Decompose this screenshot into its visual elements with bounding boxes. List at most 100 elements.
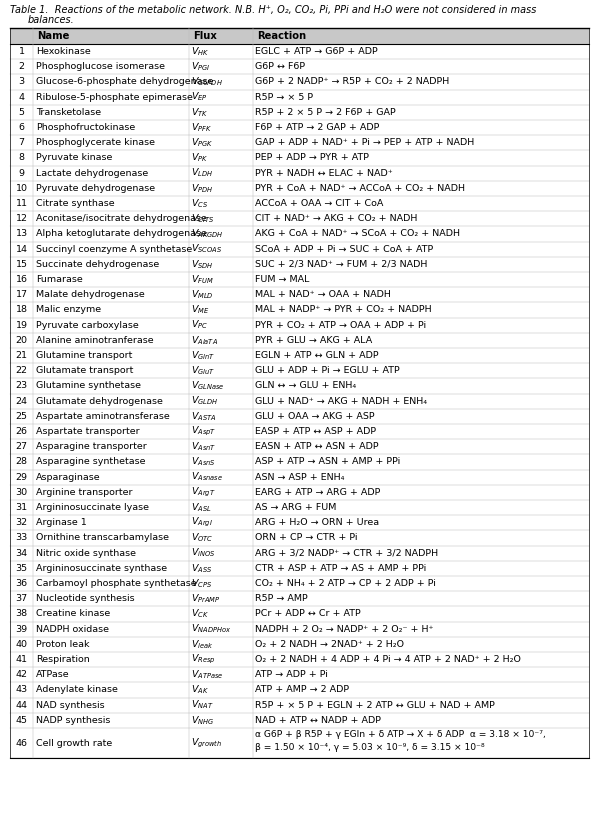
Text: Respiration: Respiration [36, 655, 90, 664]
Text: Arginine transporter: Arginine transporter [36, 488, 132, 497]
Text: 25: 25 [15, 412, 27, 421]
Text: $V_{G6PDH}$: $V_{G6PDH}$ [191, 76, 223, 88]
Text: 37: 37 [15, 594, 28, 603]
Text: Ornithine transcarbamylase: Ornithine transcarbamylase [36, 534, 169, 543]
Text: 44: 44 [15, 701, 27, 710]
Text: O₂ + 2 NADH + 4 ADP + 4 Pi → 4 ATP + 2 NAD⁺ + 2 H₂O: O₂ + 2 NADH + 4 ADP + 4 Pi → 4 ATP + 2 N… [255, 655, 521, 664]
Text: $V_{PC}$: $V_{PC}$ [191, 319, 208, 331]
Text: $V_{AspT}$: $V_{AspT}$ [191, 425, 217, 438]
Text: Lactate dehydrogenase: Lactate dehydrogenase [36, 169, 148, 178]
Text: Carbamoyl phosphate synthetase: Carbamoyl phosphate synthetase [36, 579, 197, 588]
Text: $V_{AsnT}$: $V_{AsnT}$ [191, 441, 217, 453]
Text: $V_{NADPHox}$: $V_{NADPHox}$ [191, 623, 232, 636]
Text: 32: 32 [15, 518, 28, 527]
Text: 1: 1 [18, 47, 24, 56]
Text: ATP → ADP + Pi: ATP → ADP + Pi [255, 670, 328, 679]
Text: Proton leak: Proton leak [36, 640, 90, 649]
Text: $V_{PGK}$: $V_{PGK}$ [191, 136, 214, 149]
Text: Alanine aminotranferase: Alanine aminotranferase [36, 336, 154, 345]
Text: GAP + ADP + NAD⁺ + Pi → PEP + ATP + NADH: GAP + ADP + NAD⁺ + Pi → PEP + ATP + NADH [255, 138, 475, 147]
Text: Asparagine transporter: Asparagine transporter [36, 442, 147, 451]
Text: Cell growth rate: Cell growth rate [36, 738, 112, 747]
Text: PCr + ADP ↔ Cr + ATP: PCr + ADP ↔ Cr + ATP [255, 610, 361, 619]
Text: Aspartate aminotransferase: Aspartate aminotransferase [36, 412, 170, 421]
Text: 7: 7 [18, 138, 24, 147]
Text: 10: 10 [15, 184, 27, 193]
Text: $V_{FUM}$: $V_{FUM}$ [191, 273, 214, 286]
Text: 33: 33 [15, 534, 28, 543]
Text: GLU + NAD⁺ → AKG + NADH + ENH₄: GLU + NAD⁺ → AKG + NADH + ENH₄ [255, 397, 427, 406]
Text: 2: 2 [18, 62, 24, 71]
Text: O₂ + 2 NADH → 2NAD⁺ + 2 H₂O: O₂ + 2 NADH → 2NAD⁺ + 2 H₂O [255, 640, 404, 649]
Text: $V_{GLDH}$: $V_{GLDH}$ [191, 395, 219, 407]
Text: SCoA + ADP + Pi → SUC + CoA + ATP: SCoA + ADP + Pi → SUC + CoA + ATP [255, 245, 434, 254]
Text: Glutamine transport: Glutamine transport [36, 351, 132, 360]
Text: $V_{LDH}$: $V_{LDH}$ [191, 167, 214, 180]
Text: β = 1.50 × 10⁻⁴, γ = 5.03 × 10⁻⁹, δ = 3.15 × 10⁻⁸: β = 1.50 × 10⁻⁴, γ = 5.03 × 10⁻⁹, δ = 3.… [255, 743, 485, 752]
Text: R5P + × 5 P + EGLN + 2 ATP ↔ GLU + NAD + AMP: R5P + × 5 P + EGLN + 2 ATP ↔ GLU + NAD +… [255, 701, 495, 710]
Text: Citrate synthase: Citrate synthase [36, 199, 115, 208]
Text: 22: 22 [15, 366, 27, 375]
Text: α G6P + β R5P + γ EGln + δ ATP → X + δ ADP  α = 3.18 × 10⁻⁷,: α G6P + β R5P + γ EGln + δ ATP → X + δ A… [255, 730, 546, 739]
Text: 16: 16 [15, 275, 27, 284]
Text: $V_{ASTA}$: $V_{ASTA}$ [191, 410, 217, 423]
Text: G6P ↔ F6P: G6P ↔ F6P [255, 62, 305, 71]
Text: $V_{GlnT}$: $V_{GlnT}$ [191, 349, 216, 361]
Text: $V_{PK}$: $V_{PK}$ [191, 152, 208, 164]
Text: GLU + OAA → AKG + ASP: GLU + OAA → AKG + ASP [255, 412, 375, 421]
Text: NADP synthesis: NADP synthesis [36, 716, 110, 725]
Text: Hexokinase: Hexokinase [36, 47, 91, 56]
Text: 30: 30 [15, 488, 28, 497]
Text: 18: 18 [15, 305, 27, 314]
Text: $V_{HK}$: $V_{HK}$ [191, 46, 210, 58]
Text: 9: 9 [18, 169, 24, 178]
Text: 4: 4 [18, 93, 24, 102]
Text: 39: 39 [15, 625, 28, 634]
Text: Adenylate kinase: Adenylate kinase [36, 685, 118, 694]
Text: $V_{CS}$: $V_{CS}$ [191, 197, 208, 210]
Text: R5P → × 5 P: R5P → × 5 P [255, 93, 313, 102]
Text: NADPH oxidase: NADPH oxidase [36, 625, 109, 634]
Text: Argininosuccinate synthase: Argininosuccinate synthase [36, 564, 168, 573]
Text: $V_{SCOAS}$: $V_{SCOAS}$ [191, 243, 223, 255]
Text: R5P + 2 × 5 P → 2 F6P + GAP: R5P + 2 × 5 P → 2 F6P + GAP [255, 108, 396, 117]
Text: Flux: Flux [194, 31, 217, 41]
Text: 35: 35 [15, 564, 28, 573]
Text: Creatine kinase: Creatine kinase [36, 610, 110, 619]
Text: NAD synthesis: NAD synthesis [36, 701, 105, 710]
Text: Succinate dehydrogenase: Succinate dehydrogenase [36, 259, 159, 268]
Text: Succinyl coenzyme A synthetase: Succinyl coenzyme A synthetase [36, 245, 192, 254]
Text: 45: 45 [15, 716, 27, 725]
Text: Pyruvate dehydrogenase: Pyruvate dehydrogenase [36, 184, 155, 193]
Text: $V_{ArgT}$: $V_{ArgT}$ [191, 486, 216, 499]
Text: 24: 24 [15, 397, 27, 406]
Text: $V_{ASL}$: $V_{ASL}$ [191, 501, 212, 514]
Text: GLU + ADP + Pi → EGLU + ATP: GLU + ADP + Pi → EGLU + ATP [255, 366, 400, 375]
Text: Glutamine synthetase: Glutamine synthetase [36, 381, 141, 391]
Text: $V_{MLD}$: $V_{MLD}$ [191, 289, 214, 301]
Text: Glutamate transport: Glutamate transport [36, 366, 134, 375]
Bar [10, 28, 589, 44]
Text: $V_{SDH}$: $V_{SDH}$ [191, 258, 214, 271]
Text: $V_{AK}$: $V_{AK}$ [191, 684, 209, 696]
Text: Phosphoglycerate kinase: Phosphoglycerate kinase [36, 138, 155, 147]
Text: $V_{ASS}$: $V_{ASS}$ [191, 562, 213, 574]
Text: R5P → AMP: R5P → AMP [255, 594, 308, 603]
Text: $V_{AKGDH}$: $V_{AKGDH}$ [191, 228, 224, 240]
Text: Alpha ketoglutarate dehydrogenase: Alpha ketoglutarate dehydrogenase [36, 229, 207, 238]
Text: Reaction: Reaction [257, 31, 307, 41]
Text: Nucleotide synthesis: Nucleotide synthesis [36, 594, 135, 603]
Text: $V_{ME}$: $V_{ME}$ [191, 304, 210, 317]
Text: CTR + ASP + ATP → AS + AMP + PPi: CTR + ASP + ATP → AS + AMP + PPi [255, 564, 426, 573]
Text: $V_{EP}$: $V_{EP}$ [191, 91, 208, 104]
Text: Arginase 1: Arginase 1 [36, 518, 87, 527]
Text: $V_{CK}$: $V_{CK}$ [191, 608, 210, 620]
Text: Argininosuccinate lyase: Argininosuccinate lyase [36, 503, 149, 512]
Text: $V_{Asnase}$: $V_{Asnase}$ [191, 471, 223, 483]
Text: 46: 46 [15, 738, 27, 747]
Text: ASP + ATP → ASN + AMP + PPi: ASP + ATP → ASN + AMP + PPi [255, 458, 400, 467]
Text: Nitric oxide synthase: Nitric oxide synthase [36, 548, 136, 557]
Text: $V_{AlaTA}$: $V_{AlaTA}$ [191, 334, 219, 347]
Text: 14: 14 [15, 245, 27, 254]
Text: Malate dehydrogenase: Malate dehydrogenase [36, 290, 145, 299]
